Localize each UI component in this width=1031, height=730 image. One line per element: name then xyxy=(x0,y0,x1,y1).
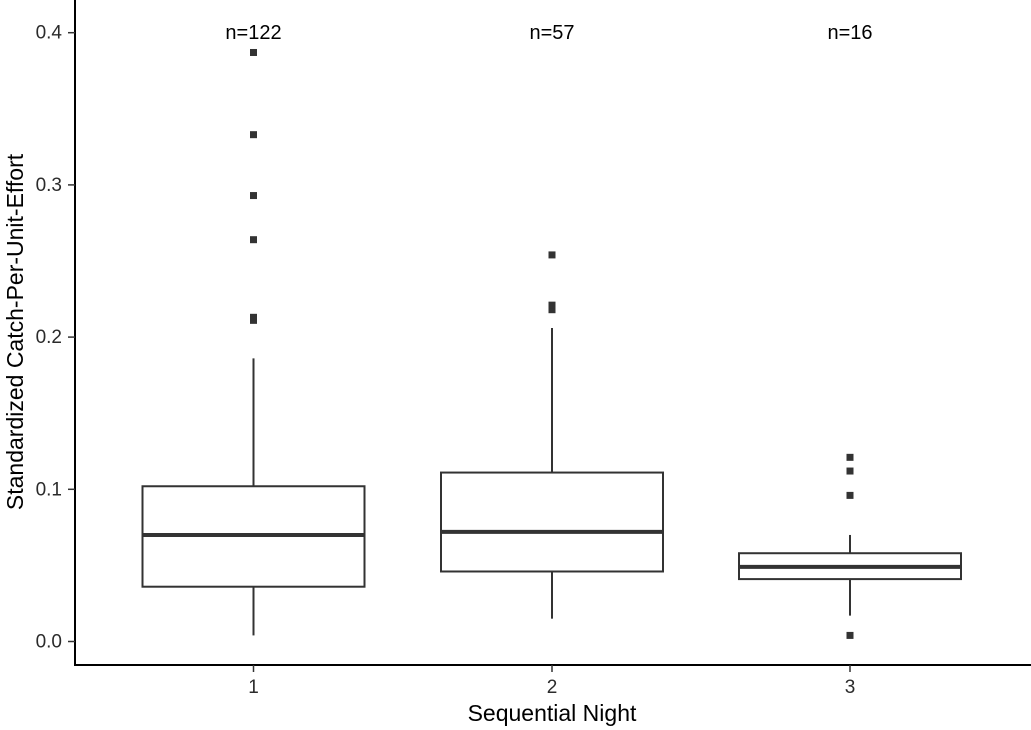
y-axis: 0.0 0.1 0.2 0.3 0.4 xyxy=(36,23,75,653)
x-axis-title: Sequential Night xyxy=(468,700,637,726)
sample-size-label: n=57 xyxy=(529,22,574,44)
box-group-night-1: n=122 xyxy=(141,22,366,636)
outlier-point xyxy=(846,467,854,475)
y-tick-label: 0.1 xyxy=(36,479,62,500)
sample-size-label: n=122 xyxy=(225,22,281,44)
plot-area: n=122 n=57 n=16 xyxy=(141,22,962,639)
y-tick-label: 0.3 xyxy=(36,175,62,196)
outlier-point xyxy=(250,313,257,321)
outlier-point xyxy=(250,236,257,244)
outlier-point xyxy=(548,251,556,259)
y-axis-title: Standardized Catch-Per-Unit-Effort xyxy=(2,153,28,510)
box-group-night-2: n=57 xyxy=(440,22,664,619)
outlier-point xyxy=(548,301,556,309)
x-axis: 1 2 3 xyxy=(248,665,855,698)
y-tick-label: 0.0 xyxy=(36,632,62,653)
outlier-point xyxy=(548,306,556,314)
y-tick-label: 0.4 xyxy=(36,23,63,44)
outlier-point xyxy=(250,192,257,200)
sample-size-label: n=16 xyxy=(827,22,872,44)
outlier-point xyxy=(250,48,257,56)
outlier-point xyxy=(846,453,854,461)
x-tick-label: 1 xyxy=(248,677,259,698)
outlier-point xyxy=(846,631,854,639)
x-tick-label: 2 xyxy=(547,677,558,698)
outlier-point xyxy=(250,131,257,139)
x-tick-label: 3 xyxy=(845,677,856,698)
outlier-point xyxy=(846,491,854,499)
y-tick-label: 0.2 xyxy=(36,327,62,348)
box-group-night-3: n=16 xyxy=(738,22,962,639)
iqr-box xyxy=(440,471,664,573)
